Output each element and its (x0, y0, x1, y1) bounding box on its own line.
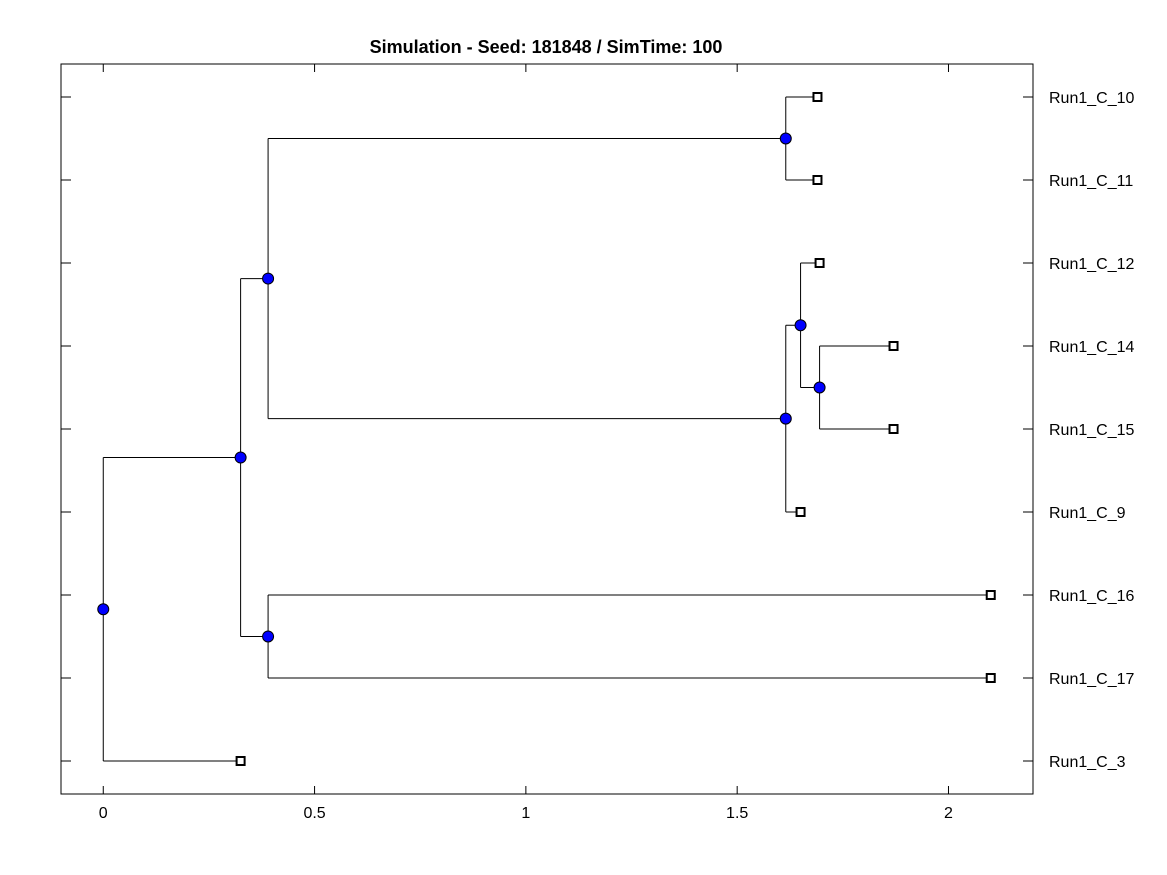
x-tick-label: 0 (99, 805, 108, 822)
leaf-marker (888, 424, 899, 434)
y-axis (61, 96, 1033, 762)
dendrogram-branches (102, 96, 991, 762)
leaf-marker (812, 92, 823, 102)
x-tick-label: 0.5 (303, 805, 325, 822)
x-tick-label: 2 (944, 805, 953, 822)
chart-title: Simulation - Seed: 181848 / SimTime: 100 (370, 37, 723, 57)
internal-node-markers (97, 132, 826, 643)
leaf-label: Run1_C_16 (1049, 588, 1135, 605)
x-axis: 0 0.5 1 1.5 2 (99, 64, 953, 822)
leaf-marker (888, 341, 899, 351)
internal-node-marker (262, 272, 275, 285)
internal-node-marker (779, 132, 792, 145)
leaf-marker (985, 673, 996, 683)
leaf-label: Run1_C_17 (1049, 671, 1135, 688)
x-tick-label: 1.5 (726, 805, 748, 822)
internal-node-marker (779, 412, 792, 425)
leaf-label: Run1_C_12 (1049, 256, 1135, 273)
leaf-marker (985, 590, 996, 600)
internal-node-marker (262, 630, 275, 643)
x-tick-label: 1 (521, 805, 530, 822)
leaf-markers (235, 92, 996, 766)
internal-node-marker (234, 451, 247, 464)
internal-node-marker (97, 603, 110, 616)
leaf-labels: Run1_C_10 Run1_C_11 Run1_C_12 Run1_C_14 Run1… (1049, 90, 1135, 771)
internal-node-marker (794, 319, 807, 332)
leaf-marker (814, 258, 825, 268)
leaf-marker (235, 756, 246, 766)
leaf-marker (795, 507, 806, 517)
leaf-label: Run1_C_15 (1049, 422, 1135, 439)
leaf-label: Run1_C_11 (1049, 173, 1133, 190)
internal-node-marker (813, 381, 826, 394)
leaf-label: Run1_C_9 (1049, 505, 1126, 522)
leaf-label: Run1_C_14 (1049, 339, 1135, 356)
leaf-label: Run1_C_3 (1049, 754, 1126, 771)
leaf-label: Run1_C_10 (1049, 90, 1135, 107)
leaf-marker (812, 175, 823, 185)
